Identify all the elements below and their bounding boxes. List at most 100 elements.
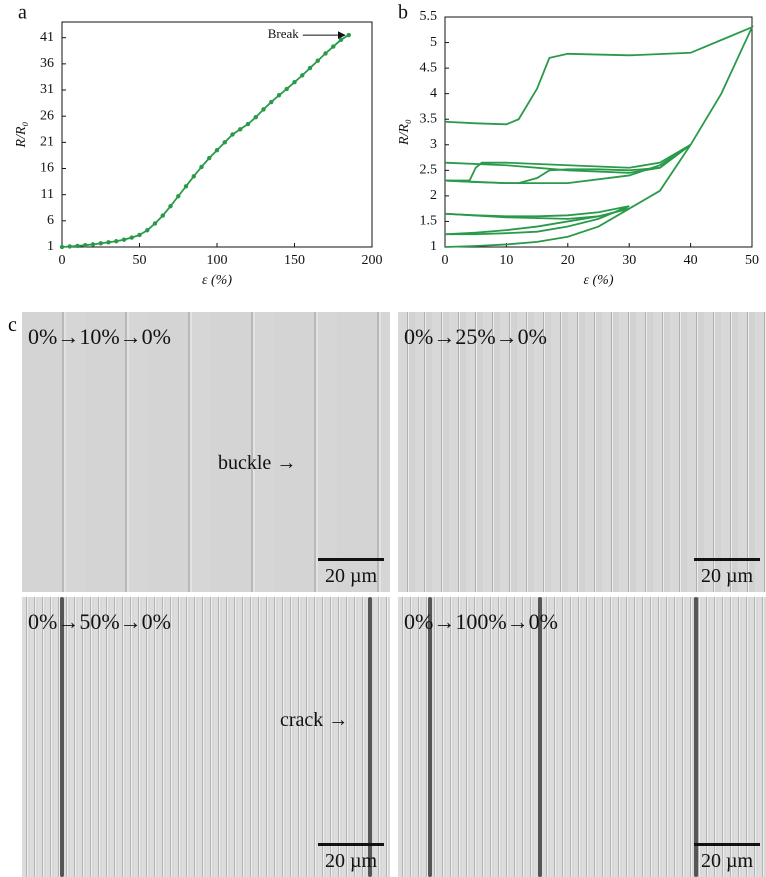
x-tick-label: 40 — [684, 253, 698, 268]
data-line — [444, 144, 692, 182]
plot-frame — [444, 16, 753, 248]
panel-caption: 0%→25%→0% — [404, 324, 547, 349]
data-point — [121, 237, 127, 242]
x-tick-label: 50 — [133, 253, 147, 268]
data-point — [83, 242, 88, 248]
scale-bar-text: 20 µm — [324, 850, 378, 872]
data-point — [114, 239, 119, 244]
data-point — [253, 115, 258, 120]
y-tick-label: 1 — [47, 239, 54, 254]
scale-bar: 20 µm — [318, 843, 384, 873]
x-tick-label: 150 — [284, 253, 305, 268]
plot-frame — [61, 21, 373, 248]
x-tick-label: 0 — [59, 253, 66, 268]
scale-bar-text: 20 µm — [324, 565, 378, 587]
y-tick-label: 1 — [430, 239, 437, 254]
data-point — [137, 232, 142, 238]
annotation-text: buckle — [218, 452, 272, 474]
scale-bar: 20 µm — [318, 558, 384, 588]
panel-caption: 0%→100%→0% — [404, 609, 558, 634]
data-point — [323, 51, 328, 56]
data-point — [292, 79, 297, 85]
micrograph: 0%→50%→0% crack → 20 µm — [22, 597, 390, 877]
data-point — [230, 132, 235, 137]
crack — [694, 597, 698, 877]
crack — [368, 597, 372, 877]
data-point — [315, 58, 320, 63]
scale-bar: 20 µm — [694, 558, 760, 588]
panel-caption: 0%→10%→0% — [28, 324, 171, 349]
y-tick-label: 5.5 — [420, 9, 438, 24]
data-point — [168, 203, 173, 209]
scale-bar-line — [694, 843, 760, 846]
data-point — [199, 164, 204, 170]
annotation: Break — [268, 26, 300, 41]
y-tick-label: 11 — [41, 187, 54, 202]
data-point — [284, 86, 289, 92]
data-point — [269, 99, 274, 105]
y-tick-label: 5 — [430, 35, 437, 50]
data-point — [129, 235, 134, 240]
annotation: buckle → — [218, 452, 297, 474]
data-point — [106, 240, 111, 245]
data-line — [61, 34, 350, 248]
micrograph: 0%→100%→0% 20 µm — [398, 597, 766, 877]
scale-bar-line — [318, 843, 384, 846]
x-tick-label: 30 — [622, 253, 636, 268]
data-point — [331, 44, 336, 49]
x-tick-label: 50 — [745, 253, 759, 268]
data-point — [160, 213, 165, 218]
crack — [428, 597, 432, 877]
x-tick-label: 20 — [561, 253, 575, 268]
data-point — [261, 107, 266, 112]
x-tick-label: 0 — [442, 253, 449, 268]
x-axis-label: ε (%) — [202, 273, 232, 288]
data-point — [98, 241, 103, 246]
y-tick-label: 3 — [430, 137, 437, 152]
data-point — [90, 242, 96, 247]
scale-bar: 20 µm — [694, 843, 760, 873]
data-line — [444, 205, 630, 236]
y-tick-label: 31 — [40, 82, 54, 97]
data-point — [207, 155, 212, 161]
y-axis-label: R/R₀ — [397, 119, 412, 146]
data-point — [245, 121, 251, 127]
panel-label: c — [8, 314, 17, 336]
y-tick-label: 4 — [430, 86, 437, 101]
data-point — [338, 37, 344, 42]
scale-bar-line — [694, 558, 760, 561]
panel-label: a — [18, 2, 27, 24]
data-line — [444, 25, 754, 185]
data-point — [307, 65, 313, 71]
annotation: crack → — [280, 709, 349, 731]
data-point — [67, 244, 72, 249]
crack — [538, 597, 542, 877]
y-tick-label: 6 — [47, 213, 54, 228]
panel-label: b — [398, 2, 408, 24]
y-tick-label: 36 — [40, 56, 54, 71]
y-tick-label: 21 — [40, 135, 54, 150]
y-axis-label: R/R₀ — [14, 121, 29, 148]
scale-bar-text: 20 µm — [700, 565, 754, 587]
y-tick-label: 16 — [40, 161, 54, 176]
annotation-text: crack — [280, 709, 324, 731]
scale-bar-text: 20 µm — [700, 850, 754, 872]
y-tick-label: 2.5 — [420, 163, 438, 178]
data-point — [214, 147, 220, 153]
data-point — [59, 244, 65, 250]
x-tick-label: 100 — [207, 253, 228, 268]
data-point — [222, 140, 227, 145]
crack — [60, 597, 64, 877]
data-point — [238, 127, 243, 132]
y-tick-label: 26 — [40, 108, 54, 123]
y-tick-label: 41 — [40, 30, 54, 45]
data-point — [191, 174, 196, 179]
data-point — [176, 194, 181, 199]
panel-caption: 0%→50%→0% — [28, 609, 171, 634]
y-tick-label: 2 — [430, 188, 437, 203]
y-tick-label: 3.5 — [420, 111, 438, 126]
x-tick-label: 10 — [499, 253, 513, 268]
data-point — [300, 73, 305, 78]
